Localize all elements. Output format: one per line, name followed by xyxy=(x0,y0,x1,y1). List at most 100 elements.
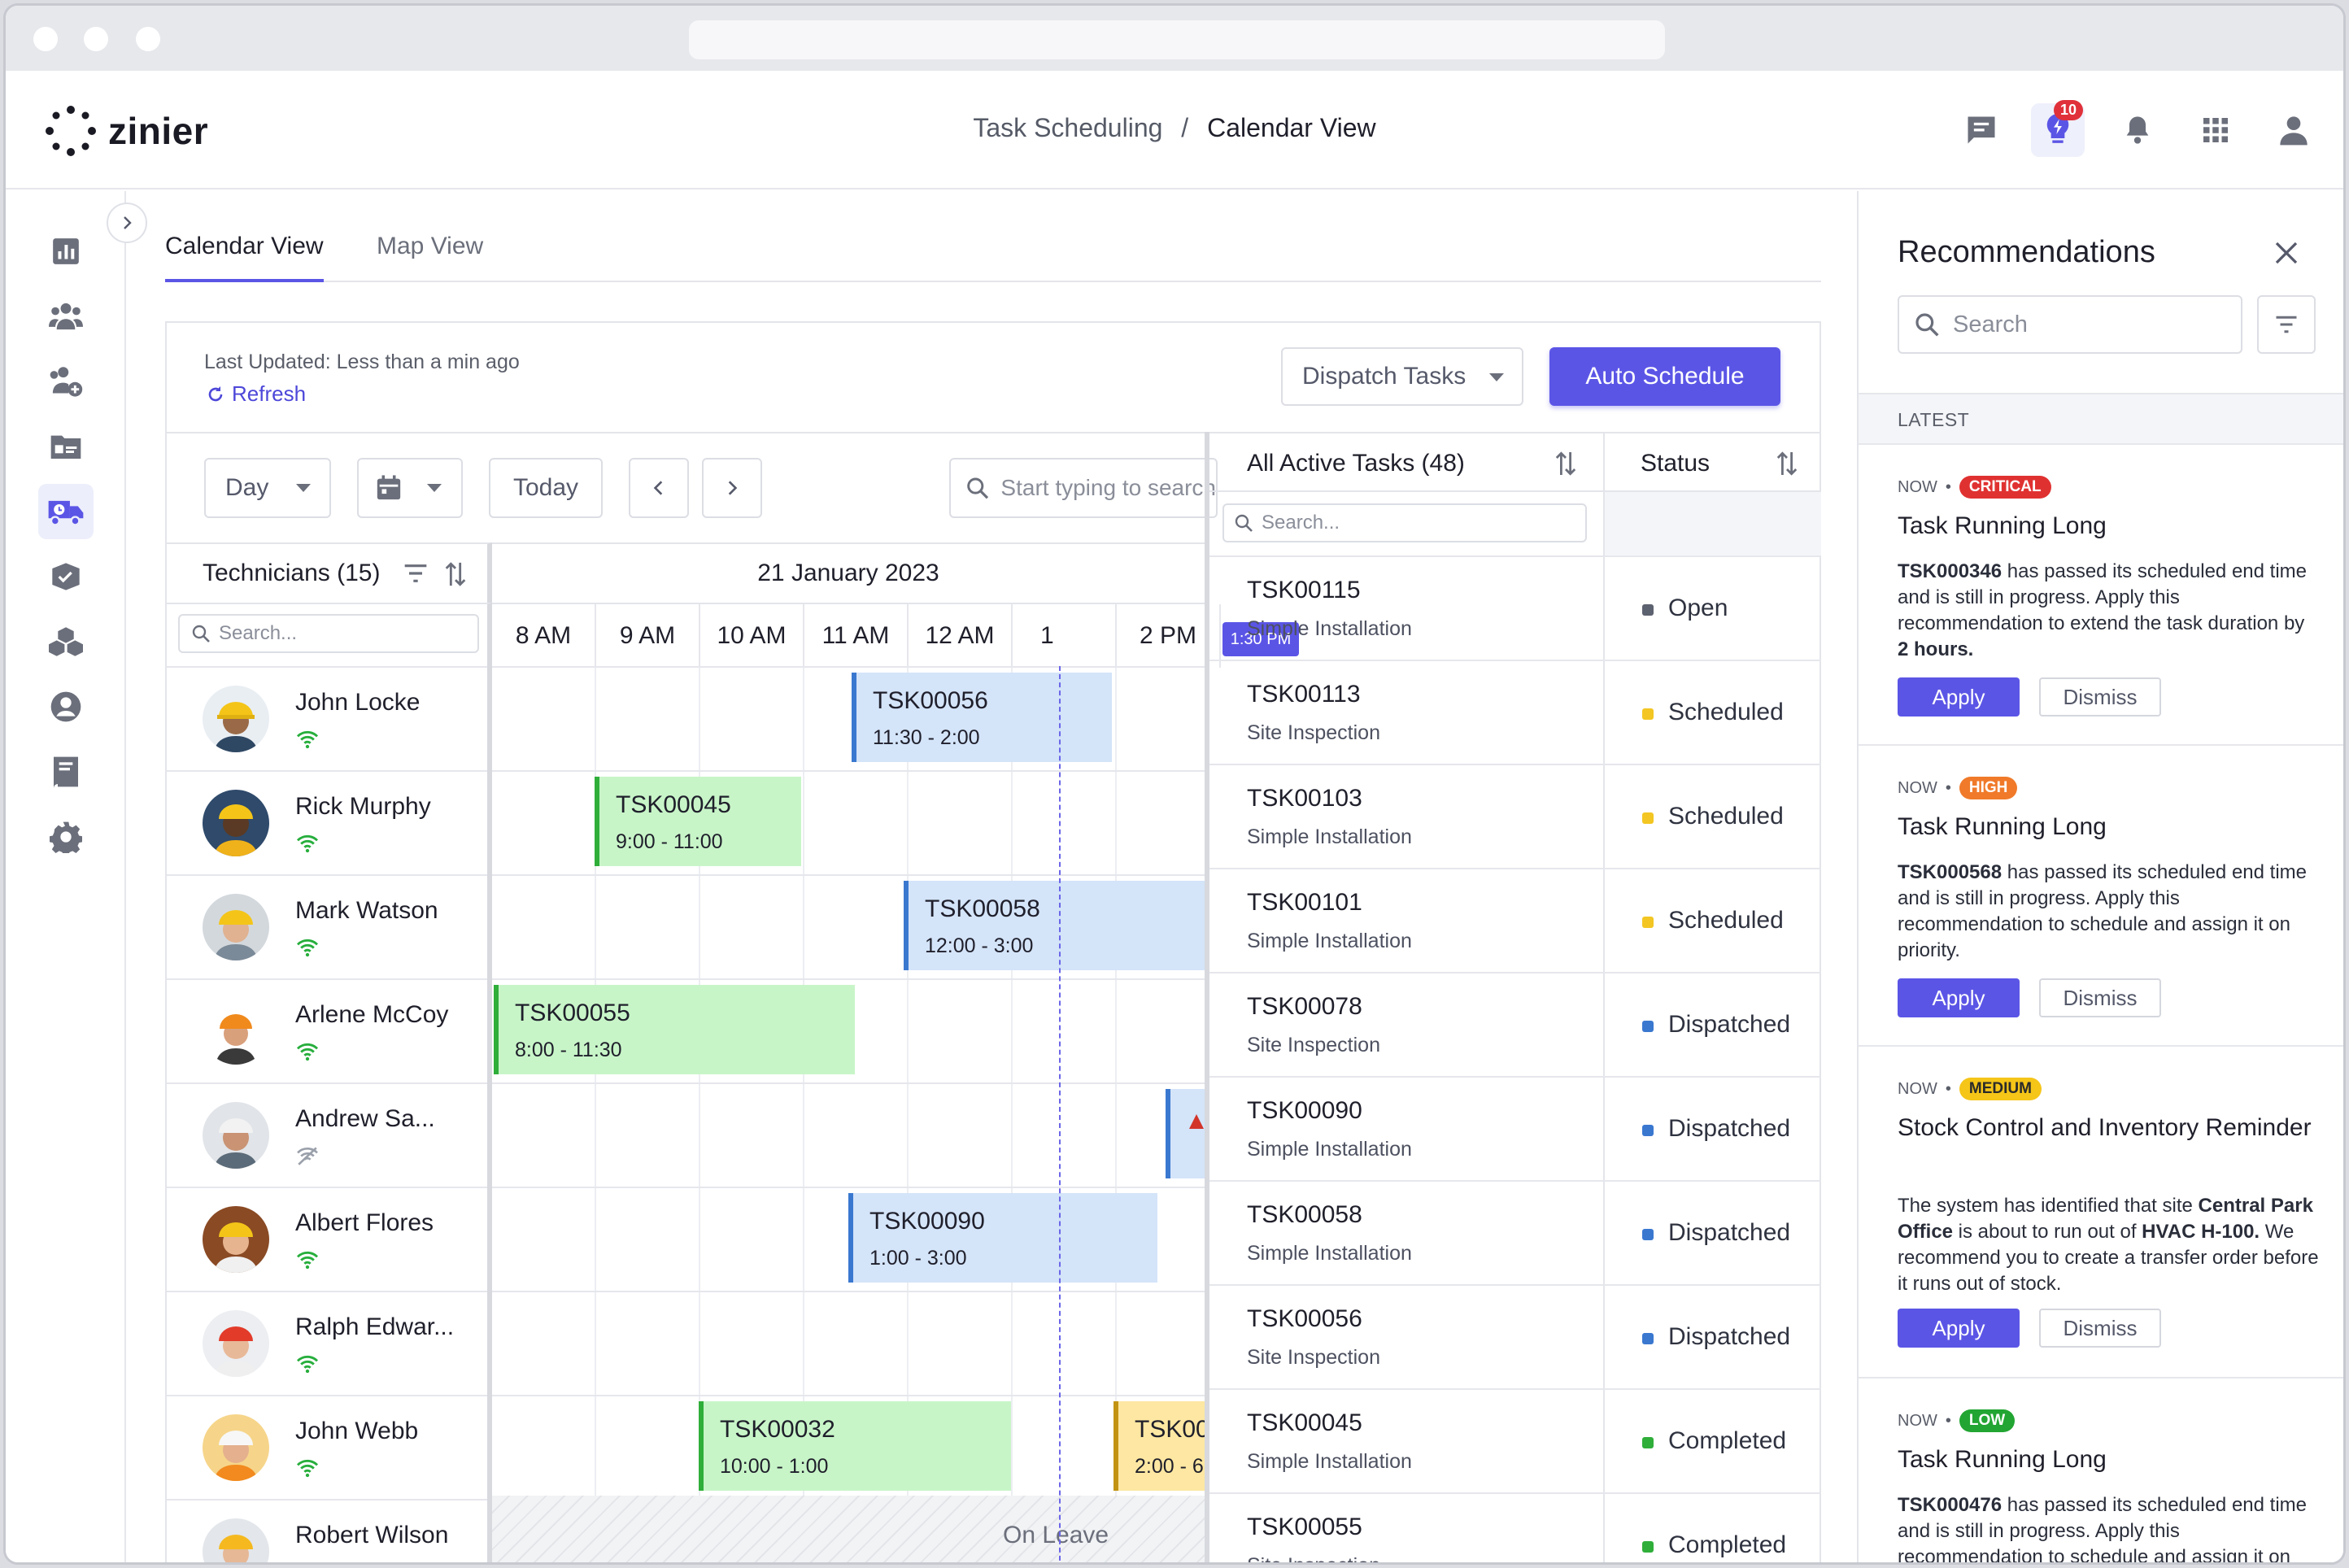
active-task-row[interactable]: TSK00055 Site Inspection Completed xyxy=(1209,1492,1821,1562)
task-block[interactable]: TSK00045 9:00 - 11:00 xyxy=(595,777,801,866)
recommendations-filter-button[interactable] xyxy=(2257,295,2316,354)
dismiss-button[interactable]: Dismiss xyxy=(2039,978,2161,1017)
recommendations-search-placeholder: Search xyxy=(1953,311,2028,338)
bell-icon[interactable] xyxy=(2111,103,2164,157)
zinier-logo-icon xyxy=(46,106,96,156)
technician-row[interactable]: Albert Flores xyxy=(167,1187,487,1291)
active-task-row[interactable]: TSK00115 Simple Installation Open xyxy=(1209,555,1821,661)
account-circle-icon[interactable] xyxy=(38,679,94,734)
address-bar[interactable] xyxy=(689,20,1665,59)
recommendation-body: TSK000476 has passed its scheduled end t… xyxy=(1898,1492,2321,1562)
apply-button[interactable]: Apply xyxy=(1898,978,2020,1017)
task-id: TSK00115 xyxy=(1247,577,1361,603)
task-block[interactable]: TSK00055 8:00 - 11:30 xyxy=(494,985,855,1074)
task-time: 2:00 - 6 xyxy=(1135,1455,1204,1478)
view-mode-value: Day xyxy=(225,474,269,501)
task-status: Scheduled xyxy=(1668,803,1784,830)
previous-day-button[interactable] xyxy=(629,458,689,518)
active-task-row[interactable]: TSK00113 Site Inspection Scheduled xyxy=(1209,660,1821,765)
apps-grid-icon[interactable] xyxy=(2189,103,2242,157)
recommendations-search-input[interactable]: Search xyxy=(1898,295,2242,354)
sort-icon[interactable] xyxy=(443,560,468,588)
next-day-button[interactable] xyxy=(702,458,762,518)
active-task-row[interactable]: TSK00056 Site Inspection Dispatched xyxy=(1209,1284,1821,1390)
close-icon[interactable] xyxy=(2272,238,2301,268)
status-dot xyxy=(1642,812,1654,824)
status-dot xyxy=(1642,1541,1654,1553)
dispatch-tasks-dropdown[interactable]: Dispatch Tasks xyxy=(1281,347,1523,406)
hour-header-row: 8 AM 9 AM 10 AM 11 AM 12 AM 1 2 PM xyxy=(492,603,1221,668)
technician-row[interactable]: Ralph Edwar... xyxy=(167,1291,487,1395)
refresh-link[interactable]: Refresh xyxy=(206,381,306,407)
analytics-icon[interactable] xyxy=(38,224,94,279)
sort-icon[interactable] xyxy=(1776,450,1798,477)
task-id: TSK00045 xyxy=(616,791,731,818)
tab-map-view[interactable]: Map View xyxy=(377,233,484,259)
recommendation-card: NOW • HIGH Task Running Long TSK000568 ha… xyxy=(1859,746,2343,1047)
breadcrumb-current: Calendar View xyxy=(1207,113,1376,142)
tab-calendar-view[interactable]: Calendar View xyxy=(165,230,324,282)
apply-button[interactable]: Apply xyxy=(1898,677,2020,716)
today-button[interactable]: Today xyxy=(489,458,603,518)
dismiss-button[interactable]: Dismiss xyxy=(2039,1309,2161,1348)
task-block[interactable] xyxy=(1166,1089,1205,1178)
dispatch-truck-icon[interactable] xyxy=(38,484,94,539)
expand-sidebar-button[interactable] xyxy=(107,203,147,243)
breadcrumb-parent[interactable]: Task Scheduling xyxy=(973,113,1163,142)
task-id: TSK00055 xyxy=(515,1000,630,1026)
book-icon[interactable] xyxy=(38,744,94,799)
calendar-search-input[interactable]: Start typing to search xyxy=(949,458,1218,518)
team-icon[interactable] xyxy=(38,289,94,344)
hour-label: 11 AM xyxy=(804,604,909,668)
technician-row[interactable]: Robert Wilson xyxy=(167,1499,487,1562)
user-profile-icon[interactable] xyxy=(2267,103,2321,157)
view-mode-select[interactable]: Day xyxy=(204,458,331,518)
task-block[interactable]: TSK00058 12:00 - 3:00 xyxy=(904,881,1205,970)
avatar xyxy=(203,790,269,856)
active-task-row[interactable]: TSK00078 Site Inspection Dispatched xyxy=(1209,972,1821,1078)
inventory-boxes-icon[interactable] xyxy=(38,614,94,669)
recommendation-meta: NOW • HIGH xyxy=(1898,777,2018,799)
technician-row[interactable]: John Webb xyxy=(167,1395,487,1499)
task-type: Simple Installation xyxy=(1247,1138,1412,1161)
technician-row[interactable]: Andrew Sa... xyxy=(167,1082,487,1187)
filter-icon[interactable] xyxy=(403,562,429,585)
package-check-icon[interactable] xyxy=(38,549,94,604)
settings-gear-icon[interactable] xyxy=(38,809,94,865)
task-block[interactable]: TSK00090 1:00 - 3:00 xyxy=(848,1193,1157,1283)
technician-row[interactable]: Rick Murphy xyxy=(167,770,487,874)
active-task-row[interactable]: TSK00045 Simple Installation Completed xyxy=(1209,1388,1821,1494)
search-icon xyxy=(192,625,210,642)
sort-icon[interactable] xyxy=(1554,450,1577,477)
technician-row[interactable]: Mark Watson xyxy=(167,874,487,978)
active-task-row[interactable]: TSK00101 Simple Installation Scheduled xyxy=(1209,868,1821,973)
app-logo[interactable]: zinier xyxy=(45,106,208,156)
active-tasks-search-input[interactable]: Search... xyxy=(1222,503,1587,542)
window-maximize-dot[interactable] xyxy=(136,27,160,51)
task-block[interactable]: TSK00032 10:00 - 1:00 xyxy=(699,1401,1011,1491)
window-minimize-dot[interactable] xyxy=(84,27,108,51)
add-team-icon[interactable] xyxy=(38,354,94,409)
task-block[interactable]: TSK00056 11:30 - 2:00 xyxy=(852,673,1112,762)
technician-row[interactable]: Arlene McCoy xyxy=(167,978,487,1082)
folder-card-icon[interactable] xyxy=(38,419,94,474)
active-task-row[interactable]: TSK00058 Simple Installation Dispatched xyxy=(1209,1180,1821,1286)
recommendations-bulb-icon[interactable]: 10 xyxy=(2031,100,2085,157)
active-task-row[interactable]: TSK00090 Simple Installation Dispatched xyxy=(1209,1076,1821,1182)
task-block[interactable]: TSK00 2:00 - 6 xyxy=(1113,1401,1205,1491)
dismiss-button[interactable]: Dismiss xyxy=(2039,677,2161,716)
chat-icon[interactable] xyxy=(1955,103,2008,157)
auto-schedule-button[interactable]: Auto Schedule xyxy=(1549,347,1780,406)
window-close-dot[interactable] xyxy=(33,27,58,51)
date-picker-button[interactable] xyxy=(357,458,463,518)
task-type: Simple Installation xyxy=(1247,1450,1412,1473)
recommendations-title: Recommendations xyxy=(1898,235,2155,269)
column-divider xyxy=(1603,869,1605,973)
current-time-badge: 1:30 PM xyxy=(1222,622,1299,656)
body-text: has passed its scheduled end time and is… xyxy=(1898,861,2307,961)
technician-search-input[interactable]: Search... xyxy=(178,614,479,653)
technician-row[interactable]: John Locke xyxy=(167,666,487,770)
wifi-online-icon xyxy=(296,1459,319,1478)
active-task-row[interactable]: TSK00103 Simple Installation Scheduled xyxy=(1209,764,1821,869)
apply-button[interactable]: Apply xyxy=(1898,1309,2020,1348)
